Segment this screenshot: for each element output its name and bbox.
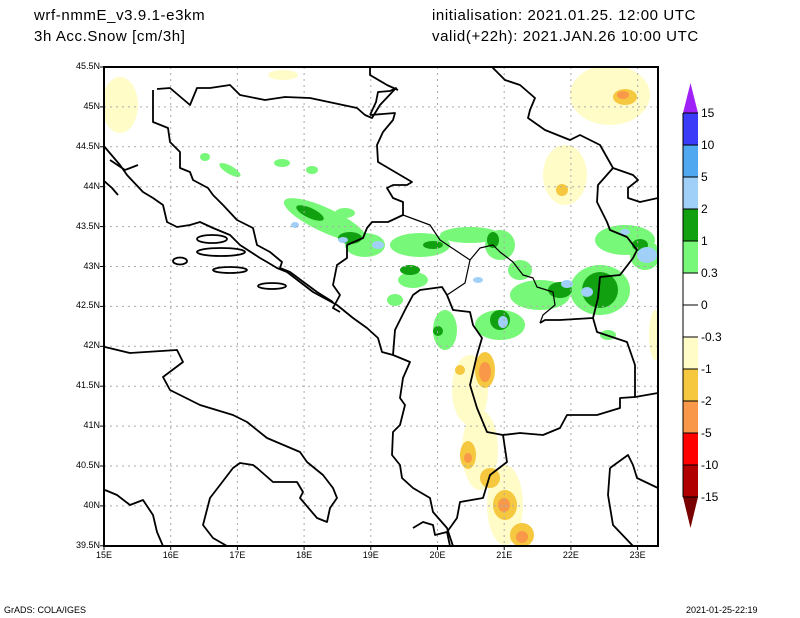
colorbar-label: 1	[701, 234, 708, 248]
lon-label: 20E	[429, 550, 446, 560]
grads-credit: GrADS: COLA/IGES	[4, 605, 87, 615]
colorbar	[682, 83, 698, 528]
precipitation-field	[104, 67, 658, 546]
coastlines-borders	[104, 67, 658, 546]
lat-label: 39.5N	[75, 539, 100, 550]
valid-time: valid(+22h): 2021.JAN.26 10:00 UTC	[432, 28, 699, 45]
colorbar-label: -15	[701, 490, 719, 504]
lon-label: 22E	[562, 550, 579, 560]
colorbar-label: -0.3	[701, 330, 722, 344]
lat-label: 41N	[83, 420, 100, 431]
lon-label: 19E	[362, 550, 379, 560]
initialisation-time: initialisation: 2021.01.25. 12:00 UTC	[432, 7, 697, 24]
lon-label: 16E	[162, 550, 179, 560]
colorbar-label: 2	[701, 202, 708, 216]
lat-label: 40N	[83, 499, 100, 510]
variable-title: 3h Acc.Snow [cm/3h]	[34, 28, 186, 45]
lat-label: 44N	[83, 180, 100, 191]
colorbar-segment	[683, 401, 698, 433]
colorbar-segment	[683, 113, 698, 145]
colorbar-segment	[683, 305, 698, 337]
lat-label: 40.5N	[75, 460, 100, 470]
colorbar-segment	[683, 337, 698, 369]
colorbar-label: 15	[701, 106, 715, 120]
colorbar-label: 5	[701, 170, 708, 184]
colorbar-top-arrow	[683, 83, 698, 113]
lon-label: 17E	[229, 550, 246, 560]
colorbar-segment	[683, 465, 698, 497]
colorbar-label: -2	[701, 394, 712, 408]
lat-label: 43.5N	[75, 220, 100, 231]
lat-label: 42.5N	[75, 300, 100, 311]
lat-label: 41.5N	[75, 380, 100, 391]
colorbar-label: 0.3	[701, 266, 718, 280]
colorbar-label: 10	[701, 138, 715, 152]
colorbar-segment	[683, 273, 698, 305]
colorbar-segment	[683, 209, 698, 241]
colorbar-segment	[683, 369, 698, 401]
colorbar-label: -10	[701, 458, 719, 472]
lat-label: 45N	[83, 100, 100, 111]
lat-label: 43N	[83, 260, 100, 271]
colorbar-label: -5	[701, 426, 712, 440]
grid-lines	[104, 67, 658, 546]
colorbar-bottom-arrow	[683, 497, 698, 528]
model-title: wrf-nmmE_v3.9.1-e3km	[34, 7, 206, 24]
colorbar-label: 0	[701, 298, 708, 312]
lon-label: 18E	[296, 550, 313, 560]
lat-label: 44.5N	[75, 140, 100, 151]
colorbar-segment	[683, 145, 698, 177]
colorbar-segment	[683, 177, 698, 209]
lat-label: 45.5N	[75, 61, 100, 71]
colorbar-label: -1	[701, 362, 712, 376]
render-timestamp: 2021-01-25-22:19	[686, 605, 758, 615]
colorbar-segment	[683, 433, 698, 465]
colorbar-segment	[683, 241, 698, 273]
lon-label: 21E	[496, 550, 513, 560]
lat-label: 42N	[83, 340, 100, 351]
lon-label: 23E	[629, 550, 646, 560]
lon-label: 15E	[96, 550, 113, 560]
